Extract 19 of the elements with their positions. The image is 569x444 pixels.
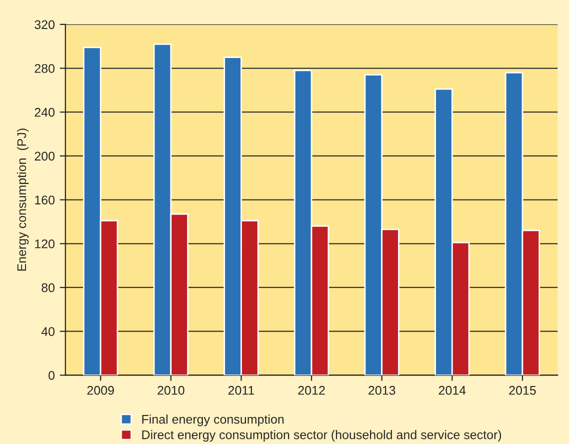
legend-label: Final energy consumption	[142, 414, 284, 426]
x-tick-label: 2009	[87, 386, 114, 395]
y-tick-label: 240	[34, 108, 55, 117]
x-tick-label: 2015	[509, 386, 536, 395]
y-tick-label: 0	[48, 370, 55, 380]
x-tick-label: 2014	[438, 386, 466, 395]
x-tick-label: 2012	[298, 386, 325, 395]
x-tick-label: 2011	[228, 386, 254, 395]
x-tick-label: 2013	[368, 386, 396, 395]
y-tick-label: 280	[34, 64, 55, 73]
y-tick-label: 200	[34, 152, 55, 161]
y-tick-label: 40	[41, 327, 55, 336]
y-tick-label: 320	[34, 20, 55, 30]
legend-label: Direct energy consumption sector (household and service sector)	[142, 430, 502, 442]
y-tick-label: 120	[35, 239, 55, 248]
y-tick-label: 80	[42, 283, 55, 292]
y-tick-label: 160	[35, 196, 55, 204]
x-tick-label: 2010	[158, 386, 184, 395]
y-axis-title: Energy consumption (PJ)	[16, 128, 29, 271]
